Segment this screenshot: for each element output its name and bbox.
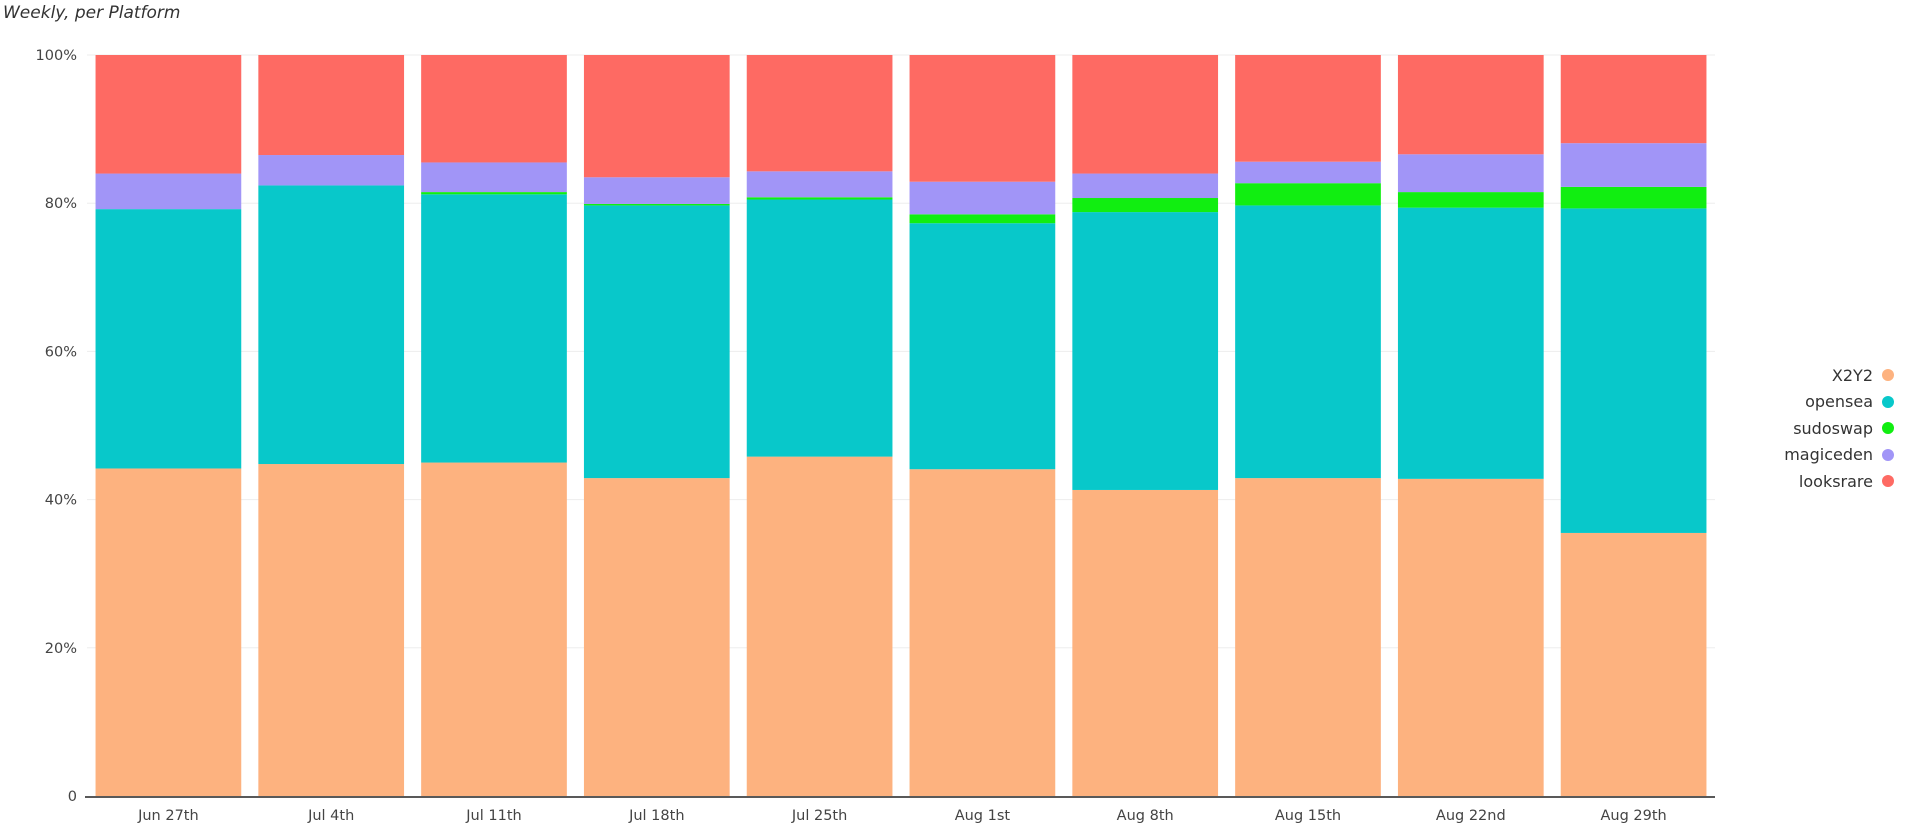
bar-segment-looksrare[interactable] <box>1397 55 1544 155</box>
legend-label: X2Y2 <box>1831 365 1873 385</box>
bar-segment-x2y2[interactable] <box>1397 478 1544 796</box>
bar-segment-magiceden[interactable] <box>95 173 242 210</box>
bar-segment-sudoswap[interactable] <box>909 214 1056 224</box>
bar-segment-looksrare[interactable] <box>1235 55 1381 162</box>
legend-dot-icon <box>1882 448 1894 461</box>
bars <box>95 55 1707 796</box>
bar-segment-opensea[interactable] <box>746 199 893 457</box>
legend-dot-icon <box>1882 369 1894 382</box>
bar-segment-x2y2[interactable] <box>421 462 567 796</box>
legend-dot-icon <box>1882 422 1894 435</box>
y-tick-label: 40% <box>45 493 77 509</box>
bar-segment-x2y2[interactable] <box>746 456 893 796</box>
bar-segment-looksrare[interactable] <box>258 55 405 156</box>
x-tick-label: Aug 1st <box>955 808 1011 824</box>
bar-segment-x2y2[interactable] <box>583 478 730 796</box>
y-tick-label: 100% <box>36 48 77 64</box>
bar-segment-x2y2[interactable] <box>95 468 242 796</box>
bar-segment-magiceden[interactable] <box>583 177 730 204</box>
legend-label: opensea <box>1805 392 1873 412</box>
x-tick-label: Jul 4th <box>307 808 354 824</box>
legend-item-looksrare[interactable]: looksrare <box>1694 468 1894 495</box>
bar-segment-magiceden[interactable] <box>258 155 405 186</box>
bar-segment-opensea[interactable] <box>421 194 567 463</box>
bar-segment-sudoswap[interactable] <box>1235 183 1381 206</box>
x-tick-label: Aug 15th <box>1275 808 1341 824</box>
legend-item-magiceden[interactable]: magiceden <box>1694 442 1894 469</box>
x-tick-label: Jun 27th <box>137 808 199 824</box>
bar-segment-looksrare[interactable] <box>1072 55 1219 174</box>
bar-segment-opensea[interactable] <box>1397 207 1544 479</box>
y-tick-label: 0 <box>68 789 77 805</box>
bar-segment-opensea[interactable] <box>583 205 730 479</box>
bar-segment-x2y2[interactable] <box>1072 489 1219 796</box>
bar-segment-looksrare[interactable] <box>909 55 1056 182</box>
bar-segment-x2y2[interactable] <box>1560 532 1707 796</box>
bar-segment-magiceden[interactable] <box>746 171 893 198</box>
chart-subtitle: Weekly, per Platform <box>3 3 181 23</box>
bar-segment-opensea[interactable] <box>1560 208 1707 533</box>
legend: X2Y2 opensea sudoswap magiceden looksrare <box>1694 362 1894 495</box>
bar-segment-looksrare[interactable] <box>746 55 893 172</box>
y-tick-label: 20% <box>45 641 77 657</box>
bar-segment-magiceden[interactable] <box>1397 154 1544 193</box>
bar-segment-opensea[interactable] <box>1235 205 1381 479</box>
bar-segment-opensea[interactable] <box>95 209 242 469</box>
y-axis-ticks: 0 20% 40% 60% 80% 100% <box>36 48 77 805</box>
bar-segment-x2y2[interactable] <box>909 469 1056 796</box>
x-axis-ticks: Jun 27th Jul 4th Jul 11th Jul 18th Jul 25th A… <box>137 808 1667 824</box>
legend-item-opensea[interactable]: opensea <box>1694 389 1894 416</box>
legend-dot-icon <box>1882 475 1894 488</box>
bar-segment-sudoswap[interactable] <box>1560 186 1707 209</box>
bar-segment-x2y2[interactable] <box>1235 478 1381 796</box>
bar-segment-looksrare[interactable] <box>1560 55 1707 144</box>
bar-segment-sudoswap[interactable] <box>421 192 567 195</box>
legend-label: magiceden <box>1784 445 1873 465</box>
bar-segment-sudoswap[interactable] <box>583 203 730 206</box>
x-tick-label: Jul 11th <box>465 808 521 824</box>
x-tick-label: Jul 25th <box>791 808 847 824</box>
bar-segment-looksrare[interactable] <box>95 55 242 174</box>
bar-segment-magiceden[interactable] <box>1235 161 1381 184</box>
bar-segment-x2y2[interactable] <box>258 464 405 796</box>
y-tick-label: 60% <box>45 344 77 360</box>
y-tick-label: 80% <box>45 196 77 212</box>
x-tick-label: Aug 29th <box>1600 808 1666 824</box>
bar-segment-opensea[interactable] <box>909 223 1056 470</box>
x-tick-label: Aug 8th <box>1117 808 1174 824</box>
bar-segment-magiceden[interactable] <box>1072 173 1219 199</box>
legend-dot-icon <box>1882 395 1894 408</box>
legend-label: sudoswap <box>1793 418 1873 438</box>
bar-segment-sudoswap[interactable] <box>1072 198 1219 213</box>
bar-segment-opensea[interactable] <box>1072 212 1219 490</box>
bar-segment-looksrare[interactable] <box>421 55 567 163</box>
x-tick-label: Aug 22nd <box>1436 808 1506 824</box>
bar-segment-sudoswap[interactable] <box>1397 192 1544 208</box>
legend-item-sudoswap[interactable]: sudoswap <box>1694 415 1894 442</box>
x-tick-label: Jul 18th <box>628 808 684 824</box>
bar-segment-opensea[interactable] <box>258 185 405 465</box>
bar-segment-magiceden[interactable] <box>1560 143 1707 187</box>
legend-item-x2y2[interactable]: X2Y2 <box>1694 362 1894 389</box>
bar-segment-magiceden[interactable] <box>909 181 1056 215</box>
bar-segment-magiceden[interactable] <box>421 162 567 193</box>
bar-segment-sudoswap[interactable] <box>746 197 893 200</box>
bar-segment-looksrare[interactable] <box>583 55 730 178</box>
legend-label: looksrare <box>1798 471 1873 491</box>
